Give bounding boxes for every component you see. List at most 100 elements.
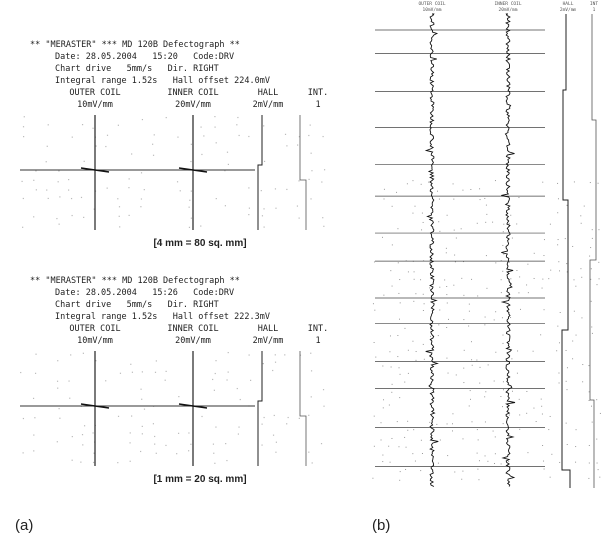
channel-name: OUTER COIL (69, 324, 120, 334)
paper-speck (591, 326, 593, 328)
header-line: Date: 28.05.2004 15:26 Code:DRV (55, 288, 234, 298)
paper-speck (389, 335, 391, 337)
paper-speck (516, 270, 518, 272)
paper-speck (201, 153, 203, 156)
paper-speck (588, 462, 590, 464)
channel-name: INNER COIL (167, 88, 218, 98)
int-trace (589, 14, 597, 488)
paper-speck (70, 197, 73, 200)
channel-scale: 1 (593, 7, 596, 13)
paper-speck (382, 461, 384, 463)
paper-speck (225, 443, 227, 445)
paper-speck (177, 432, 180, 434)
paper-speck (455, 374, 457, 376)
paper-speck (131, 153, 133, 155)
paper-speck (429, 287, 431, 289)
paper-speck (495, 311, 497, 313)
paper-speck (22, 452, 24, 454)
paper-speck (446, 302, 448, 304)
paper-speck (238, 426, 240, 428)
paper-speck (540, 398, 542, 400)
paper-speck (415, 359, 417, 361)
header-line: Date: 28.05.2004 15:20 Code:DRV (55, 52, 234, 62)
paper-speck (479, 188, 481, 190)
paper-speck (105, 380, 107, 382)
paper-speck (106, 187, 108, 189)
paper-speck (438, 221, 440, 223)
paper-speck (461, 478, 463, 480)
paper-speck (589, 255, 591, 257)
paper-speck (380, 422, 382, 424)
channel-scale: 2mV/mm (253, 336, 284, 346)
paper-speck (286, 145, 288, 147)
paper-speck (323, 169, 326, 171)
paper-speck (373, 415, 375, 417)
paper-speck (484, 197, 486, 199)
paper-speck (263, 226, 265, 228)
paper-speck (548, 429, 550, 431)
paper-speck (117, 462, 119, 464)
paper-speck (201, 415, 203, 418)
paper-speck (446, 357, 448, 359)
paper-speck (526, 390, 528, 392)
paper-speck (46, 145, 48, 147)
paper-speck (383, 198, 385, 200)
channel-name: HALL (563, 1, 574, 7)
paper-speck (493, 380, 495, 382)
paper-speck (35, 170, 37, 172)
paper-speck (590, 278, 592, 280)
paper-speck (428, 246, 430, 248)
paper-speck (131, 371, 134, 373)
paper-speck (105, 145, 107, 148)
paper-speck (487, 460, 489, 462)
paper-speck (412, 212, 414, 214)
paper-speck (389, 351, 391, 353)
paper-speck (56, 380, 59, 382)
paper-speck (573, 181, 575, 183)
paper-speck (22, 417, 25, 420)
paper-speck (34, 372, 37, 374)
paper-speck (140, 172, 143, 174)
channel-scale: 20mV/mm (175, 100, 211, 110)
paper-speck (164, 379, 166, 381)
paper-speck (286, 188, 288, 191)
paper-speck (484, 316, 486, 318)
paper-speck (21, 180, 23, 183)
paper-speck (430, 335, 432, 337)
coil-spike (178, 403, 208, 409)
paper-speck (463, 319, 465, 321)
paper-speck (140, 206, 142, 208)
paper-speck (565, 422, 567, 424)
paper-speck (519, 428, 521, 430)
paper-speck (188, 226, 191, 228)
paper-speck (33, 216, 35, 218)
paper-speck (179, 190, 181, 192)
paper-speck (575, 285, 577, 287)
paper-speck (397, 262, 399, 264)
paper-speck (598, 229, 600, 231)
paper-speck (517, 350, 519, 352)
paper-speck (421, 212, 423, 214)
paper-speck (152, 143, 154, 145)
paper-speck (453, 198, 455, 200)
paper-speck (550, 269, 552, 271)
paper-speck (453, 229, 455, 231)
paper-speck (413, 278, 415, 280)
paper-speck (399, 373, 401, 375)
paper-speck (596, 399, 598, 401)
paper-speck (445, 247, 447, 249)
paper-speck (248, 187, 250, 189)
paper-speck (406, 183, 408, 185)
paper-speck (212, 378, 214, 381)
paper-speck (590, 247, 592, 249)
paper-speck (274, 361, 277, 363)
paper-speck (226, 459, 228, 462)
paper-speck (533, 277, 535, 279)
paper-speck (413, 429, 415, 431)
paper-speck (487, 364, 489, 366)
paper-speck (224, 170, 226, 172)
paper-speck (275, 451, 277, 453)
paper-speck (460, 228, 462, 230)
paper-speck (32, 397, 35, 399)
paper-speck (463, 349, 465, 351)
